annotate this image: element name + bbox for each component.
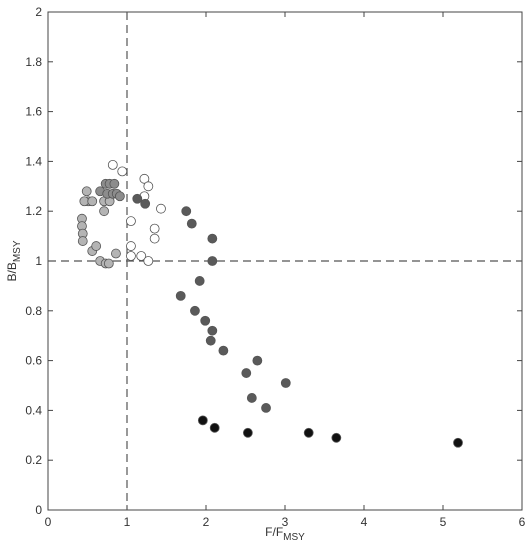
point — [87, 196, 98, 207]
point — [132, 193, 143, 204]
point — [207, 256, 218, 266]
point — [331, 432, 342, 443]
point — [181, 206, 192, 217]
point — [207, 233, 218, 244]
point — [117, 166, 128, 177]
x-tick-label: 3 — [282, 515, 289, 529]
point — [91, 241, 102, 251]
x-axis-label-main: F/F — [265, 525, 283, 539]
y-tick-label: 1.4 — [25, 154, 42, 168]
x-tick-label: 4 — [361, 515, 368, 529]
point — [111, 248, 121, 259]
point — [140, 198, 151, 209]
point — [126, 216, 136, 227]
y-tick-label: 1.2 — [25, 204, 42, 218]
y-tick-label: 0.6 — [25, 354, 42, 368]
y-tick-label: 1.8 — [25, 55, 42, 69]
y-tick-label: 2 — [35, 5, 42, 19]
point — [197, 415, 208, 426]
point — [205, 335, 216, 346]
point — [246, 393, 257, 403]
y-tick-label: 1.6 — [25, 105, 42, 119]
point — [77, 236, 88, 246]
x-tick-label: 0 — [45, 515, 52, 529]
y-tick-label: 0.8 — [25, 304, 42, 318]
x-tick-label: 5 — [440, 515, 447, 529]
point — [107, 159, 118, 170]
point — [209, 422, 220, 433]
point — [149, 233, 160, 244]
y-tick-label: 0.4 — [25, 403, 42, 417]
point — [242, 427, 253, 438]
point — [280, 378, 291, 388]
point — [149, 223, 160, 234]
point — [200, 315, 211, 326]
point — [136, 251, 147, 261]
point — [207, 325, 218, 336]
point — [143, 256, 154, 266]
point — [303, 427, 314, 438]
point — [194, 276, 205, 286]
y-tick-label: 1 — [35, 254, 42, 268]
point — [156, 203, 166, 214]
point — [186, 218, 197, 229]
point — [99, 206, 109, 217]
point — [218, 345, 229, 356]
x-tick-label: 2 — [203, 515, 210, 529]
y-axis-label-main: B/B — [5, 262, 19, 281]
point — [126, 241, 136, 251]
point — [453, 437, 463, 448]
y-tick-label: 0 — [35, 503, 42, 517]
point — [241, 368, 252, 378]
x-tick-label: 6 — [519, 515, 526, 529]
point — [175, 290, 186, 301]
point — [139, 173, 150, 184]
point — [126, 251, 136, 261]
y-axis-label: B/BMSY — [5, 240, 23, 281]
y-tick-label: 0.2 — [25, 453, 42, 467]
point — [81, 186, 92, 197]
point — [109, 178, 120, 189]
x-tick-label: 1 — [124, 515, 131, 529]
y-axis-label-sub: MSY — [12, 240, 23, 262]
point — [261, 403, 271, 413]
point — [143, 181, 154, 192]
x-axis-label-sub: MSY — [283, 532, 305, 543]
point — [103, 258, 114, 269]
point — [190, 305, 200, 316]
x-axis-label: F/FMSY — [265, 525, 305, 543]
point — [252, 355, 263, 366]
point — [114, 191, 125, 202]
